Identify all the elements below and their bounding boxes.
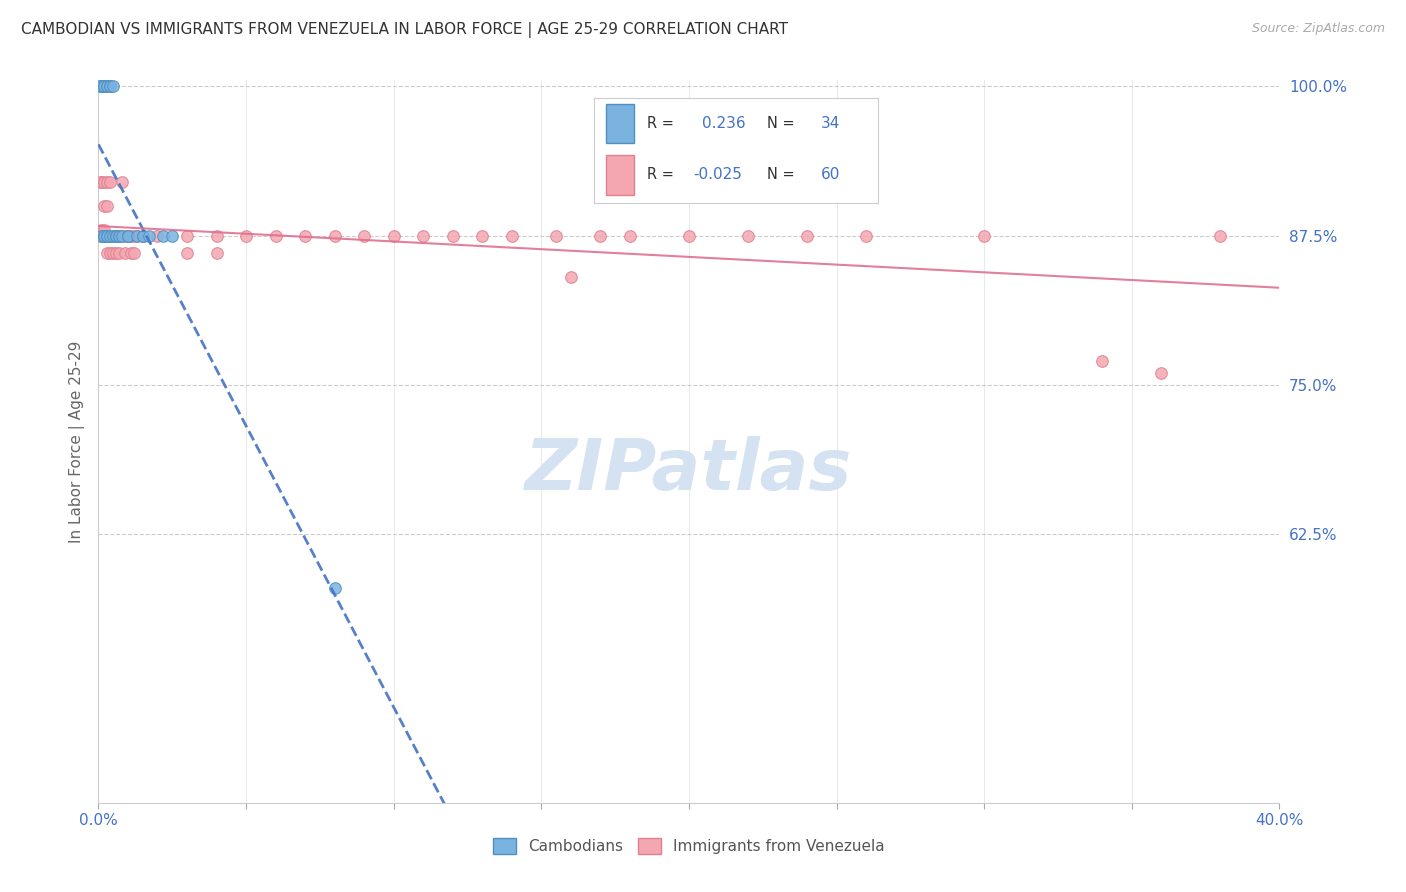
- Point: [120, 246, 142, 260]
- Point: [132, 228, 155, 243]
- Point: [546, 228, 568, 243]
- Point: [90, 228, 112, 243]
- Point: [122, 246, 145, 260]
- Text: CAMBODIAN VS IMMIGRANTS FROM VENEZUELA IN LABOR FORCE | AGE 25-29 CORRELATION CH: CAMBODIAN VS IMMIGRANTS FROM VENEZUELA I…: [21, 22, 789, 38]
- Point: [98, 246, 121, 260]
- Point: [111, 228, 134, 243]
- Point: [90, 175, 112, 189]
- Point: [117, 228, 139, 243]
- Point: [353, 228, 375, 243]
- Point: [205, 246, 228, 260]
- Point: [90, 79, 112, 94]
- Point: [93, 222, 115, 236]
- Point: [441, 228, 464, 243]
- Point: [96, 228, 118, 243]
- Point: [108, 228, 131, 243]
- Point: [111, 228, 134, 243]
- Point: [294, 228, 316, 243]
- Point: [96, 199, 118, 213]
- Point: [98, 228, 121, 243]
- Point: [93, 199, 115, 213]
- Point: [264, 228, 287, 243]
- Point: [103, 228, 125, 243]
- Point: [98, 175, 121, 189]
- Point: [117, 228, 139, 243]
- Point: [1150, 366, 1173, 380]
- Point: [98, 228, 121, 243]
- Point: [105, 228, 128, 243]
- Point: [176, 246, 198, 260]
- Point: [108, 246, 131, 260]
- Point: [93, 228, 115, 243]
- Point: [96, 79, 118, 94]
- Point: [90, 228, 112, 243]
- Point: [98, 79, 121, 94]
- Point: [103, 246, 125, 260]
- Point: [1091, 354, 1114, 368]
- Point: [108, 228, 131, 243]
- Point: [132, 228, 155, 243]
- Point: [796, 228, 818, 243]
- Point: [96, 228, 118, 243]
- Text: ZIPatlas: ZIPatlas: [526, 436, 852, 505]
- Point: [103, 228, 125, 243]
- Point: [501, 228, 523, 243]
- Point: [122, 228, 145, 243]
- Point: [90, 79, 112, 94]
- Point: [96, 246, 118, 260]
- Point: [560, 270, 582, 285]
- Point: [96, 175, 118, 189]
- Text: Source: ZipAtlas.com: Source: ZipAtlas.com: [1251, 22, 1385, 36]
- Point: [146, 228, 169, 243]
- Point: [108, 228, 131, 243]
- Point: [176, 228, 198, 243]
- Point: [382, 228, 405, 243]
- Point: [1209, 228, 1232, 243]
- Point: [323, 581, 346, 595]
- Point: [111, 175, 134, 189]
- Point: [120, 228, 142, 243]
- Point: [125, 228, 148, 243]
- Point: [619, 228, 641, 243]
- Point: [93, 175, 115, 189]
- Point: [105, 228, 128, 243]
- Point: [93, 79, 115, 94]
- Point: [90, 79, 112, 94]
- Point: [90, 79, 112, 94]
- Point: [737, 228, 759, 243]
- Point: [98, 79, 121, 94]
- Point: [973, 228, 995, 243]
- Point: [105, 228, 128, 243]
- Point: [152, 228, 174, 243]
- Y-axis label: In Labor Force | Age 25-29: In Labor Force | Age 25-29: [69, 341, 84, 542]
- Point: [96, 79, 118, 94]
- Point: [105, 228, 128, 243]
- Point: [471, 228, 494, 243]
- Point: [90, 222, 112, 236]
- Point: [589, 228, 612, 243]
- Point: [125, 228, 148, 243]
- Point: [90, 175, 112, 189]
- Point: [132, 228, 155, 243]
- Point: [103, 79, 125, 94]
- Point: [678, 228, 700, 243]
- Point: [105, 246, 128, 260]
- Point: [114, 228, 136, 243]
- Point: [235, 228, 257, 243]
- Point: [162, 228, 183, 243]
- Point: [93, 228, 115, 243]
- Point: [138, 228, 160, 243]
- Point: [117, 228, 139, 243]
- Point: [412, 228, 434, 243]
- Point: [93, 79, 115, 94]
- Point: [323, 228, 346, 243]
- Point: [90, 79, 112, 94]
- Point: [93, 228, 115, 243]
- Point: [205, 228, 228, 243]
- Point: [855, 228, 877, 243]
- Point: [96, 228, 118, 243]
- Point: [114, 246, 136, 260]
- Legend: Cambodians, Immigrants from Venezuela: Cambodians, Immigrants from Venezuela: [486, 832, 891, 860]
- Point: [93, 228, 115, 243]
